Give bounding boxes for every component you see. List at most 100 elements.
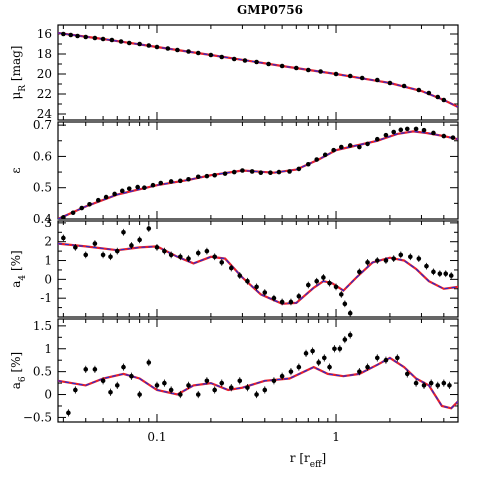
data-point — [296, 166, 302, 172]
y-tick-label: 1 — [44, 254, 52, 268]
data-point — [279, 373, 285, 379]
data-point — [357, 369, 362, 374]
model-curve-blue — [58, 130, 458, 219]
data-point — [276, 169, 282, 175]
y-tick-label: 1.5 — [33, 319, 52, 333]
data-point — [262, 387, 268, 393]
data-point — [408, 254, 413, 260]
data-point — [254, 392, 259, 397]
model-curve-red — [58, 31, 458, 108]
data-point — [413, 126, 419, 132]
data-point — [83, 252, 89, 258]
data-point — [121, 364, 126, 370]
panel-a6: −0.5 0 0.5 1 1.5 a6 [%] — [9, 318, 459, 424]
data-point — [338, 144, 344, 150]
data-point — [437, 271, 443, 277]
data-point — [296, 293, 302, 299]
data-point — [195, 174, 201, 180]
data-point — [383, 258, 389, 263]
data-point — [137, 41, 142, 47]
y-tick-label: 0.5 — [33, 181, 52, 195]
data-point — [208, 52, 214, 58]
y-tick-label: -1 — [40, 291, 52, 305]
panel-plot-area — [58, 126, 458, 219]
data-point — [287, 169, 292, 174]
data-point — [61, 31, 66, 37]
y-tick-label: 24 — [37, 107, 53, 121]
data-point — [129, 243, 134, 248]
y-tick-label: 3 — [44, 216, 52, 230]
data-point — [92, 367, 98, 372]
y-tick-label: 22 — [37, 87, 52, 101]
data-point — [142, 185, 147, 191]
data-point — [137, 392, 142, 397]
data-point — [168, 387, 174, 393]
data-point — [404, 126, 410, 132]
data-point — [109, 37, 115, 43]
panel-frame — [57, 24, 459, 121]
data-point — [447, 383, 452, 388]
data-point — [332, 346, 337, 352]
data-point — [310, 348, 315, 354]
data-point — [316, 360, 321, 365]
data-point — [212, 387, 217, 393]
data-point — [195, 250, 201, 256]
data-point — [70, 210, 76, 216]
data-point — [219, 54, 225, 60]
data-point — [347, 143, 353, 148]
data-point — [421, 127, 427, 133]
data-point — [435, 383, 441, 388]
data-point — [219, 380, 225, 386]
data-point — [186, 383, 191, 388]
data-point — [271, 378, 277, 384]
data-point — [242, 58, 248, 63]
data-point — [254, 284, 259, 290]
data-point — [178, 392, 183, 397]
data-point — [448, 273, 454, 278]
model-curve-blue — [58, 32, 458, 108]
chart-title: GMP0756 — [237, 3, 303, 17]
x-tick-label: 0.1 — [147, 430, 166, 444]
data-point — [288, 369, 294, 374]
y-axis-label: μR [mag] — [9, 46, 28, 100]
data-point — [318, 69, 323, 74]
data-point — [327, 280, 332, 286]
data-point — [271, 295, 277, 301]
data-point — [92, 241, 98, 246]
y-tick-label: 0.4 — [33, 212, 52, 226]
data-point — [75, 33, 80, 39]
data-point — [129, 373, 134, 379]
data-point — [73, 245, 78, 250]
data-point — [165, 46, 171, 51]
data-point — [121, 229, 126, 235]
data-point — [126, 186, 132, 191]
data-point — [150, 182, 156, 188]
data-point — [92, 35, 98, 41]
data-point — [374, 355, 380, 361]
data-point — [266, 61, 271, 67]
data-point — [108, 389, 113, 395]
data-point — [245, 278, 250, 284]
data-point — [413, 380, 419, 386]
data-point — [305, 67, 311, 73]
data-point — [175, 47, 180, 53]
data-point — [231, 56, 237, 62]
y-tick-label: 0.7 — [33, 118, 52, 132]
data-point — [383, 132, 389, 138]
data-point — [154, 383, 160, 388]
data-point — [73, 387, 78, 393]
y-axis-label: a4 [%] — [9, 250, 28, 287]
panel-plot-area — [58, 331, 458, 417]
data-point — [347, 73, 353, 79]
data-point — [416, 87, 422, 93]
data-point — [314, 157, 320, 162]
data-point — [154, 44, 160, 50]
data-point — [154, 245, 160, 250]
data-point — [404, 371, 410, 377]
y-tick-label: 0.5 — [33, 365, 52, 379]
data-point — [431, 130, 436, 136]
data-point — [162, 248, 167, 254]
